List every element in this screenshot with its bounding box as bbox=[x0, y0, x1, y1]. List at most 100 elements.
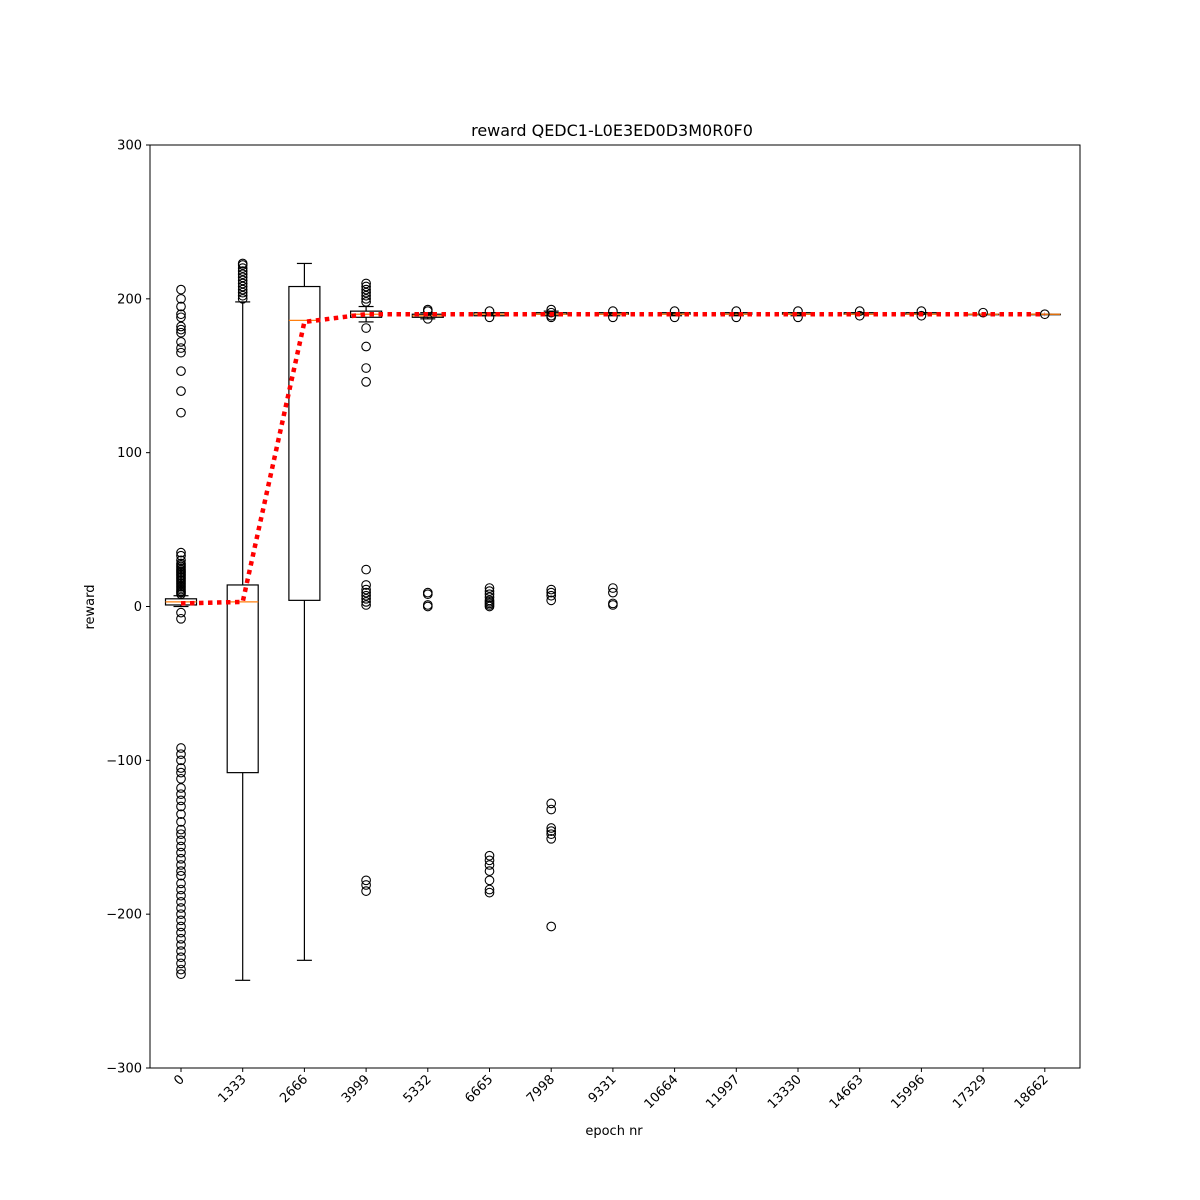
outlier-point bbox=[176, 870, 186, 881]
outlier-point bbox=[546, 798, 557, 809]
outlier-point bbox=[546, 595, 557, 606]
outlier-point bbox=[484, 592, 495, 603]
chart-title: reward QEDC1-L0E3ED0D3M0R0F0 bbox=[471, 121, 753, 140]
outlier-point bbox=[484, 875, 495, 886]
outlier-point bbox=[176, 767, 186, 778]
outlier-point bbox=[793, 312, 803, 323]
outlier-point bbox=[176, 964, 186, 975]
outlier-point bbox=[546, 584, 557, 595]
outlier-point bbox=[176, 817, 186, 827]
y-tick-label: −300 bbox=[106, 1062, 142, 1077]
box-iqr bbox=[226, 584, 259, 774]
outlier-point bbox=[361, 875, 371, 886]
outlier-point bbox=[484, 860, 495, 870]
outlier-point bbox=[237, 284, 248, 295]
outlier-point bbox=[793, 306, 803, 316]
outlier-point bbox=[978, 307, 988, 318]
outlier-point bbox=[237, 281, 248, 292]
outlier-point bbox=[176, 878, 186, 889]
outlier-point bbox=[916, 310, 927, 321]
outlier-point bbox=[176, 366, 186, 376]
outlier-point bbox=[176, 407, 186, 418]
y-tick-label: 100 bbox=[117, 446, 142, 461]
outlier-point bbox=[361, 284, 371, 295]
outlier-point bbox=[237, 290, 248, 301]
outlier-point bbox=[176, 835, 186, 846]
outlier-point bbox=[176, 909, 186, 920]
outlier-point bbox=[361, 281, 371, 292]
outlier-point bbox=[176, 324, 186, 335]
outlier-point bbox=[237, 266, 248, 276]
outlier-point bbox=[484, 586, 495, 596]
outlier-point bbox=[176, 763, 186, 773]
outlier-point bbox=[176, 607, 186, 618]
outlier-point bbox=[176, 386, 186, 396]
outlier-point bbox=[608, 600, 618, 610]
outlier-point bbox=[361, 880, 371, 890]
outlier-point bbox=[176, 773, 186, 784]
outlier-point bbox=[731, 312, 742, 323]
outlier-point bbox=[361, 597, 371, 607]
outlier-point bbox=[176, 783, 186, 793]
outlier-point bbox=[176, 343, 186, 353]
outlier-point bbox=[237, 258, 248, 269]
box-iqr bbox=[288, 285, 321, 601]
outlier-point bbox=[176, 890, 186, 901]
outlier-point bbox=[361, 580, 371, 590]
y-tick-label: −100 bbox=[106, 754, 142, 769]
outlier-point bbox=[237, 293, 248, 304]
outlier-point bbox=[176, 613, 186, 624]
y-tick-label: 200 bbox=[117, 292, 142, 307]
outlier-point bbox=[361, 886, 371, 896]
outlier-point bbox=[176, 337, 186, 347]
box-group-1333 bbox=[226, 258, 259, 981]
outlier-point bbox=[176, 958, 186, 969]
outlier-point bbox=[854, 310, 865, 321]
outlier-point bbox=[176, 809, 186, 820]
mean-trend-line bbox=[180, 311, 1045, 606]
outlier-point bbox=[361, 363, 371, 373]
outlier-point bbox=[361, 323, 371, 333]
outlier-point bbox=[361, 590, 371, 601]
outlier-point bbox=[484, 866, 495, 876]
outlier-point bbox=[237, 278, 248, 289]
outlier-point bbox=[176, 309, 186, 320]
outlier-point bbox=[484, 884, 495, 895]
outlier-point bbox=[176, 321, 186, 332]
outlier-point bbox=[176, 547, 186, 558]
outlier-point bbox=[669, 312, 680, 323]
outlier-point bbox=[176, 550, 186, 561]
outlier-point bbox=[361, 564, 371, 575]
outlier-point bbox=[176, 841, 186, 852]
outlier-point bbox=[176, 969, 186, 980]
outlier-point bbox=[176, 293, 186, 304]
outlier-point bbox=[361, 584, 371, 595]
outlier-point bbox=[546, 826, 557, 836]
outlier-point bbox=[422, 589, 433, 600]
outlier-point bbox=[176, 284, 186, 295]
outlier-point bbox=[176, 921, 186, 932]
outlier-point bbox=[176, 940, 186, 950]
outlier-point bbox=[546, 804, 557, 815]
outlier-point bbox=[546, 833, 557, 844]
outlier-point bbox=[176, 824, 186, 835]
outlier-point bbox=[176, 903, 186, 913]
outlier-point bbox=[484, 589, 495, 600]
outlier-point bbox=[176, 312, 186, 323]
outlier-point bbox=[176, 897, 186, 907]
outlier-point bbox=[361, 278, 371, 289]
outlier-point bbox=[176, 884, 186, 895]
outlier-point bbox=[176, 927, 186, 938]
outlier-point bbox=[176, 952, 186, 963]
outlier-point bbox=[546, 590, 557, 601]
outlier-point bbox=[176, 795, 186, 806]
outlier-point bbox=[176, 347, 186, 358]
outlier-point bbox=[176, 860, 186, 870]
outlier-point bbox=[176, 933, 186, 944]
outlier-point bbox=[361, 287, 371, 298]
outlier-point bbox=[1039, 309, 1050, 320]
outlier-point bbox=[176, 853, 186, 864]
box-group-0 bbox=[164, 284, 198, 980]
outlier-point bbox=[361, 297, 371, 307]
outlier-point bbox=[422, 601, 433, 612]
